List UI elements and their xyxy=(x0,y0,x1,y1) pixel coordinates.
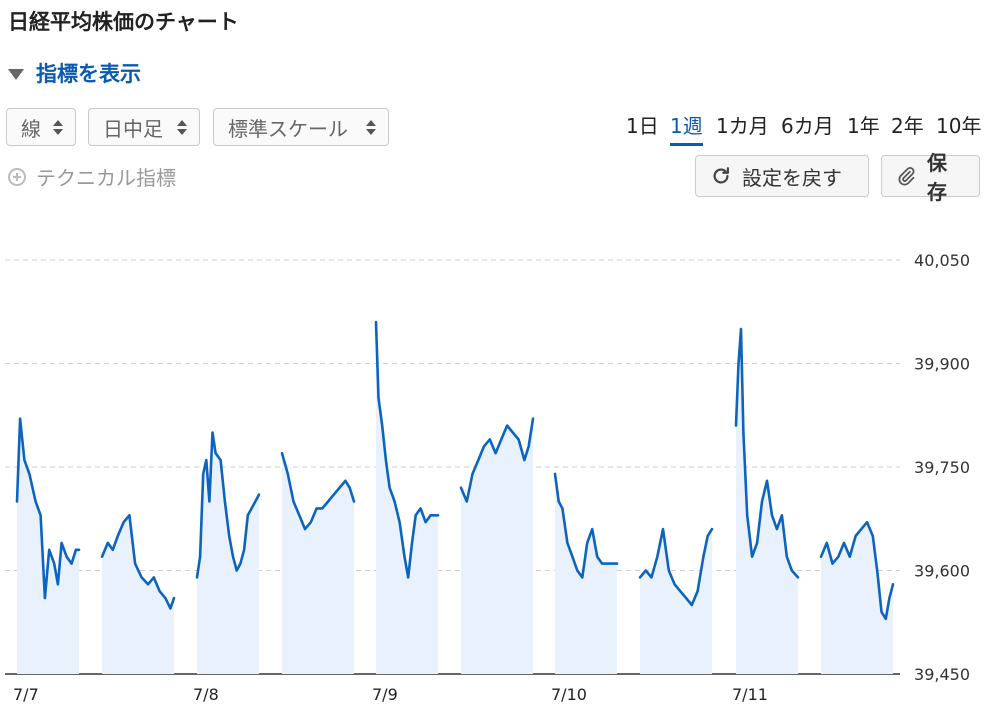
price-line xyxy=(374,320,440,579)
area-fill xyxy=(640,529,712,674)
x-tick-label: 7/10 xyxy=(551,685,587,704)
price-line xyxy=(734,327,800,579)
period-1y[interactable]: 1年 xyxy=(847,114,880,138)
area-fill xyxy=(376,322,438,674)
period-1d[interactable]: 1日 xyxy=(626,114,659,138)
price-line xyxy=(638,527,714,607)
price-line xyxy=(280,451,356,531)
area-fill xyxy=(282,453,354,674)
technical-indicators-label: テクニカル指標 xyxy=(36,166,176,190)
x-tick-label: 7/8 xyxy=(193,685,219,704)
area-fill xyxy=(197,432,259,674)
plus-circle-icon xyxy=(8,167,26,186)
refresh-icon xyxy=(713,167,729,184)
period-10y[interactable]: 10年 xyxy=(936,114,982,138)
y-tick-label: 39,750 xyxy=(914,458,970,477)
save-button[interactable]: 保存 xyxy=(881,151,980,204)
interval-value: 日中足 xyxy=(103,116,163,141)
chart-type-value: 線 xyxy=(21,116,41,141)
area-fill xyxy=(461,418,533,674)
x-tick-label: 7/11 xyxy=(732,685,768,704)
reset-settings-label: 設定を戻す xyxy=(742,165,842,190)
reset-settings-button[interactable]: 設定を戻す xyxy=(695,155,869,197)
scale-value: 標準スケール xyxy=(228,116,348,141)
price-line xyxy=(15,417,81,600)
triangle-down-icon xyxy=(8,68,24,80)
price-line xyxy=(819,520,895,621)
area-fill xyxy=(102,515,174,674)
scale-select[interactable]: 標準スケール xyxy=(213,108,389,146)
technical-indicators-add[interactable]: テクニカル指標 xyxy=(8,162,176,191)
updown-arrows-icon xyxy=(167,119,187,135)
period-1w[interactable]: 1週 xyxy=(670,110,703,146)
price-line xyxy=(553,472,619,579)
chart-type-select[interactable]: 線 xyxy=(6,108,76,146)
show-indicators-toggle[interactable]: 指標を表示 xyxy=(8,58,141,88)
y-tick-label: 40,050 xyxy=(914,251,970,270)
interval-select[interactable]: 日中足 xyxy=(88,108,200,146)
period-1m[interactable]: 1カ月 xyxy=(716,114,769,138)
period-6m[interactable]: 6カ月 xyxy=(781,114,834,138)
x-tick-label: 7/9 xyxy=(372,685,398,704)
paperclip-icon xyxy=(898,167,915,186)
price-line xyxy=(100,514,176,610)
updown-arrows-icon xyxy=(43,119,63,135)
price-line xyxy=(195,431,261,579)
page-title: 日経平均株価のチャート xyxy=(8,10,239,34)
save-label: 保存 xyxy=(926,151,947,204)
y-tick-label: 39,450 xyxy=(914,665,970,684)
area-fill xyxy=(736,329,798,674)
show-indicators-label: 指標を表示 xyxy=(36,62,141,86)
y-tick-label: 39,900 xyxy=(914,355,970,374)
price-line xyxy=(459,417,535,503)
updown-arrows-icon xyxy=(356,119,376,135)
price-chart: 40,050 39,900 39,750 39,600 39,450 7/7 7/8 7/9 7… xyxy=(5,251,970,704)
area-fill xyxy=(555,473,617,674)
y-tick-label: 39,600 xyxy=(914,562,970,581)
area-fill xyxy=(821,522,893,674)
area-fill xyxy=(17,418,79,674)
x-tick-label: 7/7 xyxy=(13,685,39,704)
period-2y[interactable]: 2年 xyxy=(891,114,924,138)
